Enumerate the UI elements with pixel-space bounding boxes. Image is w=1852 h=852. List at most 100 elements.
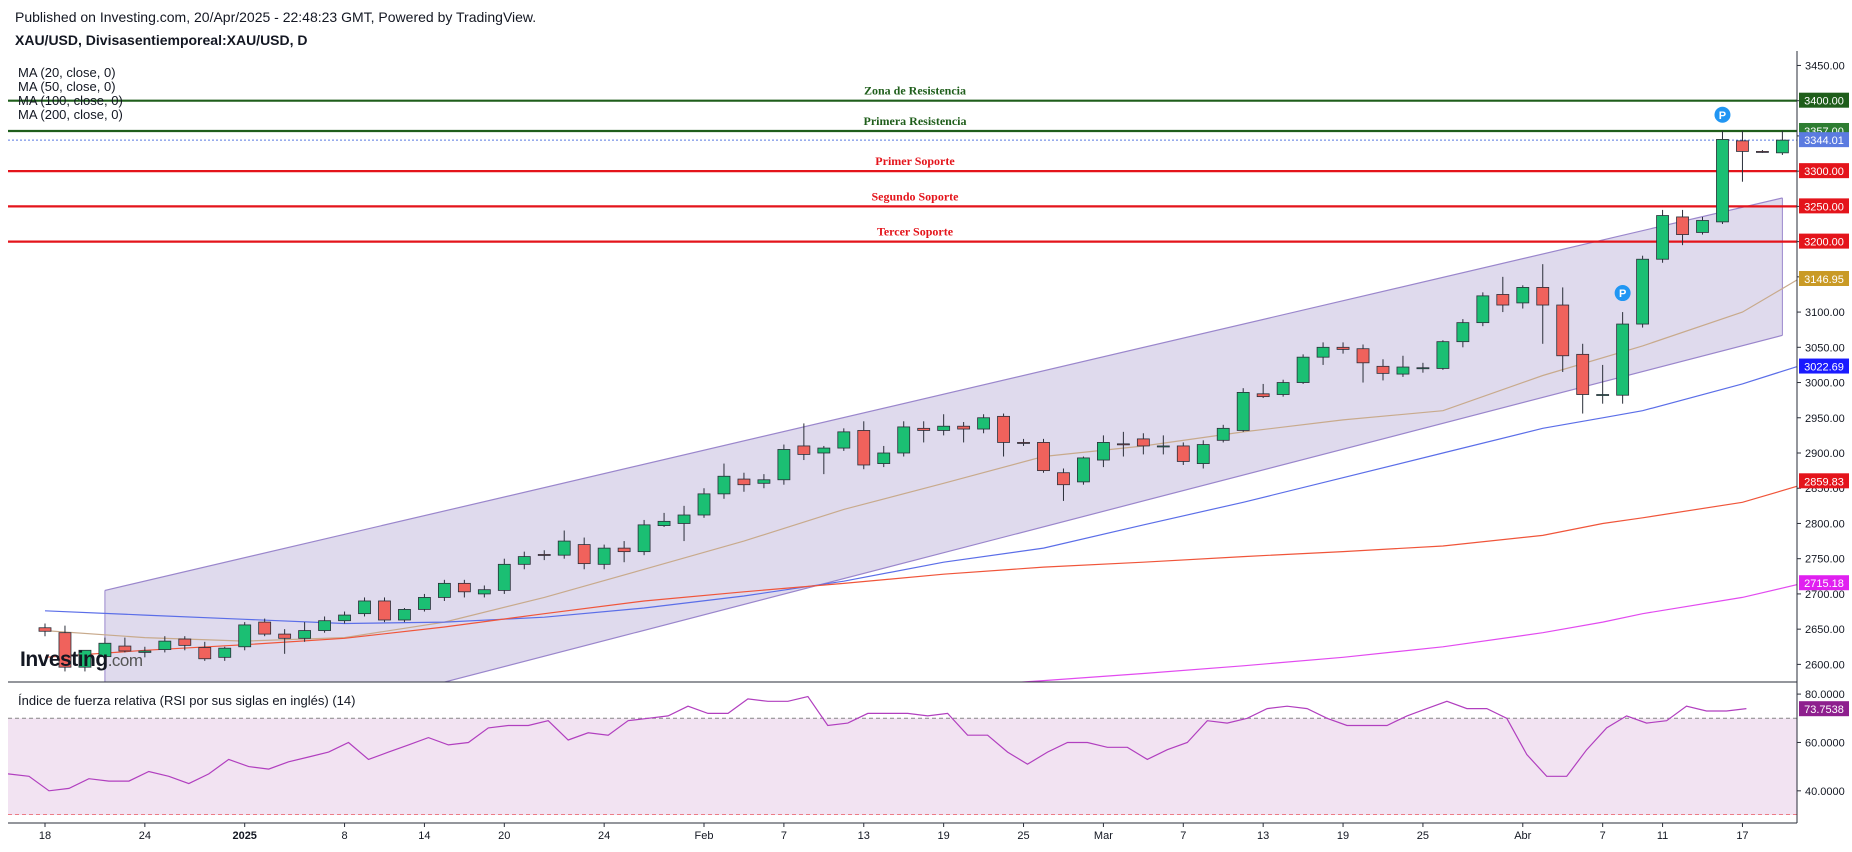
candle <box>178 636 192 651</box>
published-header: Published on Investing.com, 20/Apr/2025 … <box>15 9 537 25</box>
candle-body <box>1556 304 1570 357</box>
candle-body <box>1097 442 1110 461</box>
candle <box>1116 431 1130 457</box>
candle <box>1236 388 1250 432</box>
price-tag: 2859.83 <box>1799 473 1849 489</box>
candle-body <box>1696 220 1709 233</box>
candle <box>398 608 411 623</box>
candle-body <box>757 479 771 484</box>
time-tick-label: Feb <box>695 830 714 842</box>
candle <box>198 641 212 661</box>
price-tag-box <box>1799 575 1849 591</box>
candle-body <box>58 632 72 668</box>
price-tick-label: 3450.00 <box>1805 60 1845 72</box>
candle <box>1156 435 1170 455</box>
price-tag: 3300.00 <box>1799 163 1849 179</box>
candle-body <box>198 647 212 660</box>
candle-body <box>1356 348 1370 364</box>
candle <box>58 625 72 672</box>
candle <box>1316 342 1330 365</box>
candle <box>1516 285 1530 309</box>
time-tick-label: 20 <box>498 830 510 842</box>
time-tick-label: 13 <box>1257 830 1269 842</box>
candle <box>1576 343 1590 414</box>
pivot-marker-circle <box>1714 106 1731 123</box>
candle <box>1017 438 1030 446</box>
candle <box>1376 359 1390 381</box>
candle-body <box>1156 445 1170 448</box>
ma200-label: MA (200, close, 0) <box>18 107 123 122</box>
price-tag: 3400.00 <box>1799 92 1849 108</box>
candle-body <box>677 514 691 524</box>
candle <box>1716 130 1729 224</box>
price-tick-label: 2950.00 <box>1805 413 1845 425</box>
candle <box>737 472 751 492</box>
candle-body <box>1576 353 1590 395</box>
candle <box>457 579 471 598</box>
candle-body <box>38 627 52 632</box>
candle-body <box>378 600 391 621</box>
candle <box>1456 319 1470 348</box>
time-tick-label: 19 <box>938 830 950 842</box>
price-tag: 3146.95 <box>1799 270 1849 286</box>
candle-body <box>997 415 1010 443</box>
candle <box>1097 435 1110 468</box>
candle-body <box>837 431 851 449</box>
candle <box>298 622 312 642</box>
candle-body <box>577 544 591 565</box>
candle <box>158 636 172 653</box>
main-pane: Zona de Resistencia Primera Resistencia Pr… <box>8 84 1797 682</box>
investing-logo: Investing.com <box>20 648 143 671</box>
candle <box>358 597 371 617</box>
candle-body <box>1416 367 1430 370</box>
candle <box>118 637 132 653</box>
candle-body <box>1496 294 1510 306</box>
ma50-line <box>44 365 1797 625</box>
candle <box>1336 342 1350 354</box>
candle <box>1596 364 1610 404</box>
time-tick-label: 2025 <box>232 830 256 842</box>
price-tag-box <box>1799 163 1849 179</box>
price-tag: 3022.69 <box>1799 358 1849 374</box>
candle <box>977 414 990 434</box>
candle <box>697 488 711 518</box>
price-tag-text: 2859.83 <box>1804 476 1844 488</box>
candle <box>1775 130 1789 155</box>
price-tag: 3344.01 <box>1799 132 1849 148</box>
candle-body <box>637 524 651 553</box>
price-tag-box <box>1799 233 1849 249</box>
candle-body <box>1756 151 1769 153</box>
channel-lower-line <box>442 334 1783 682</box>
candle <box>797 423 811 461</box>
time-tick-label: 7 <box>1600 830 1606 842</box>
time-tick-label: 19 <box>1337 830 1349 842</box>
level-label-4: Segundo Soporte <box>871 189 959 203</box>
price-tag-text: 3344.01 <box>1804 135 1844 147</box>
candle-body <box>238 624 252 648</box>
candle-body <box>977 417 990 430</box>
candle-body <box>418 597 431 610</box>
level-label-1: Zona de Resistencia <box>864 84 966 98</box>
candle <box>238 622 252 651</box>
time-tick-label: Mar <box>1094 830 1113 842</box>
candle <box>997 413 1010 457</box>
rsi-value-tag: 73.7538 <box>1799 701 1849 717</box>
time-tick-label: 13 <box>858 830 870 842</box>
price-tag-text: 2715.18 <box>1804 578 1844 590</box>
candle <box>497 558 511 594</box>
candle <box>378 597 391 623</box>
candle-body <box>258 621 272 635</box>
time-tick-label: 11 <box>1657 830 1668 842</box>
candle-body <box>1775 139 1789 154</box>
pivot-marker: P <box>1714 106 1731 123</box>
time-tick-label: 18 <box>39 830 51 842</box>
candle-body <box>1656 215 1669 260</box>
candle-body <box>1017 442 1030 444</box>
time-tick-label: 24 <box>139 830 151 842</box>
candle-body <box>497 563 511 591</box>
candle-body <box>777 449 791 481</box>
candle <box>1696 216 1709 235</box>
candle-body <box>1636 258 1649 325</box>
candle-body <box>1276 382 1290 395</box>
